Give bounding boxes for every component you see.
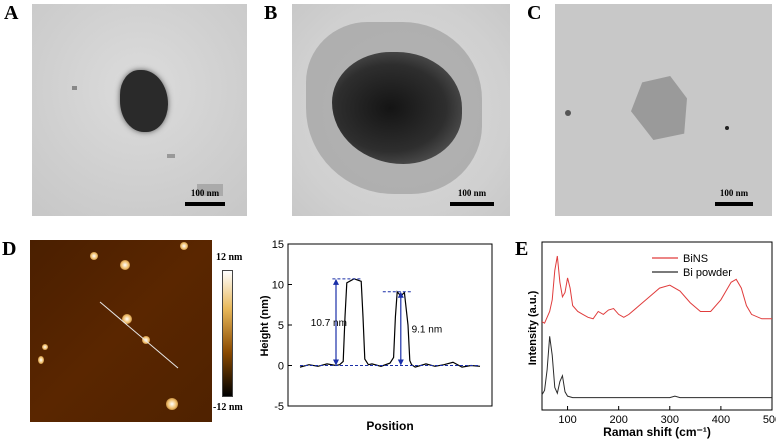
y-tick-label: 0 xyxy=(278,361,284,373)
tem-image-b: 100 nm xyxy=(292,4,510,216)
arrow-head-up xyxy=(397,291,404,298)
particle-dot xyxy=(725,126,729,130)
legend-label: Bi powder xyxy=(683,267,732,279)
scale-bar-line xyxy=(185,202,225,206)
x-tick-label: 100 xyxy=(558,414,576,426)
colorbar-min-label: -12 nm xyxy=(213,402,243,413)
plot-frame xyxy=(541,241,773,411)
y-tick-label: 5 xyxy=(278,320,284,332)
afm-flake xyxy=(38,356,44,364)
particle-aggregate xyxy=(120,70,168,132)
afm-flake xyxy=(90,252,98,260)
colorbar-max-label: 12 nm xyxy=(216,252,243,263)
arrow-head-up xyxy=(333,278,339,285)
panel-label-d: D xyxy=(2,238,17,260)
raman-ylabel: Intensity (a.u.) xyxy=(527,290,539,365)
scale-bar-label: 100 nm xyxy=(719,188,749,198)
x-tick-label: 500 xyxy=(763,414,776,426)
tem-image-c: 100 nm xyxy=(555,4,772,216)
afm-image xyxy=(30,240,212,422)
small-flake xyxy=(72,86,77,90)
height-profile-chart: -5 0 5 10 15 10.7 nm 9.1 nm Position Height (… xyxy=(259,239,493,433)
x-tick-label: 300 xyxy=(661,414,679,426)
profile-line xyxy=(99,301,179,369)
afm-flake xyxy=(42,344,48,350)
arrow-head-down xyxy=(397,359,404,366)
y-tick-label: -5 xyxy=(274,401,284,413)
scale-bar-line xyxy=(450,202,494,206)
x-tick-label: 200 xyxy=(609,414,627,426)
raman-series-line xyxy=(541,255,772,324)
afm-flake xyxy=(142,336,150,344)
profile-xlabel: Position xyxy=(366,419,413,433)
tem-image-a: 100 nm xyxy=(32,4,247,216)
nanosheet xyxy=(631,76,687,140)
particle-dot xyxy=(565,110,571,116)
panel-label-a: A xyxy=(4,2,19,24)
scale-bar-a: 100 nm xyxy=(185,188,225,206)
scale-bar-b: 100 nm xyxy=(450,188,494,206)
small-flake xyxy=(167,154,175,158)
scale-bar-c: 100 nm xyxy=(715,188,753,206)
nanosheet-core xyxy=(332,52,462,164)
panel-label-c: C xyxy=(527,2,542,24)
scale-bar-label: 100 nm xyxy=(457,188,487,198)
scale-bar-line xyxy=(715,202,753,206)
raman-spectrum-chart: 100 200 300 400 500 BiNS Bi powder Raman shif… xyxy=(527,241,776,439)
x-tick-label: 400 xyxy=(712,414,730,426)
legend-label: BiNS xyxy=(683,253,708,265)
panel-label-b: B xyxy=(264,2,278,24)
y-tick-label: 15 xyxy=(272,239,284,251)
y-tick-label: 10 xyxy=(272,280,284,292)
afm-flake xyxy=(120,260,130,270)
height-annotation: 10.7 nm xyxy=(311,318,347,329)
raman-series-line xyxy=(541,336,772,399)
raman-xlabel: Raman shift (cm⁻¹) xyxy=(603,425,711,439)
afm-flake xyxy=(166,398,178,410)
small-flake xyxy=(197,184,223,196)
scale-bar-label: 100 nm xyxy=(190,188,220,198)
arrow-head-down xyxy=(333,359,339,366)
height-annotation: 9.1 nm xyxy=(412,325,443,336)
afm-flake xyxy=(180,242,188,250)
colorbar xyxy=(222,270,233,397)
afm-flake xyxy=(122,314,132,324)
profile-ylabel: Height (nm) xyxy=(259,295,271,356)
panel-label-e: E xyxy=(515,238,529,260)
